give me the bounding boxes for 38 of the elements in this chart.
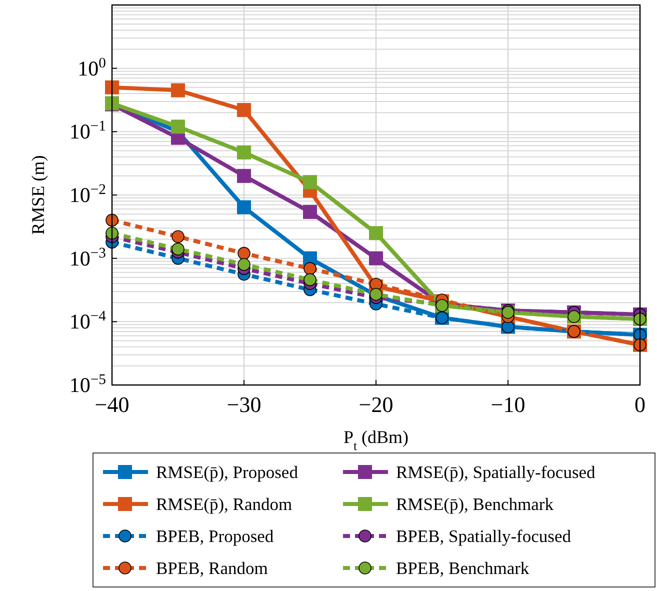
point: [106, 226, 118, 240]
legend-label: RMSE(p̄), Spatially-focused: [396, 462, 596, 482]
point: [237, 145, 251, 160]
x-tick-label: −10: [490, 392, 526, 417]
point: [369, 226, 383, 240]
point: [172, 242, 184, 256]
point: [304, 262, 316, 275]
point: [238, 258, 250, 271]
point: [105, 80, 119, 94]
y-tick-label: 10$^{0}$: [78, 55, 106, 80]
point: [171, 120, 185, 134]
y-tick-label: 10$^{−2}$: [69, 182, 106, 207]
point: [303, 175, 317, 190]
legend-label: BPEB, Benchmark: [396, 558, 530, 578]
legend-label: RMSE(p̄), Benchmark: [396, 494, 554, 514]
y-tick-label: 10$^{−1}$: [69, 118, 106, 144]
point: [304, 273, 316, 286]
point: [369, 251, 383, 266]
x-tick-label: 0: [634, 392, 646, 417]
x-tick-label: −30: [226, 392, 262, 417]
point: [237, 200, 251, 214]
legend-label: BPEB, Spatially-focused: [396, 526, 572, 546]
legend-label: BPEB, Proposed: [156, 526, 274, 546]
legend-label: RMSE(p̄), Random: [156, 494, 292, 514]
legend-label: RMSE(p̄), Proposed: [156, 462, 298, 482]
legend-label: BPEB, Random: [156, 558, 268, 578]
point: [237, 168, 251, 183]
point: [238, 246, 250, 260]
y-tick-label: 10$^{−3}$: [69, 245, 106, 270]
point: [237, 102, 251, 117]
y-tick-label: 10$^{−4}$: [69, 308, 107, 334]
point: [172, 230, 184, 244]
y-axis-title: RMSE (m): [28, 155, 48, 235]
x-tick-label: −20: [358, 392, 394, 417]
x-axis-title: P$_{t}$ (dBm): [343, 427, 409, 453]
point: [303, 204, 317, 219]
point: [106, 214, 118, 227]
point: [171, 83, 185, 98]
